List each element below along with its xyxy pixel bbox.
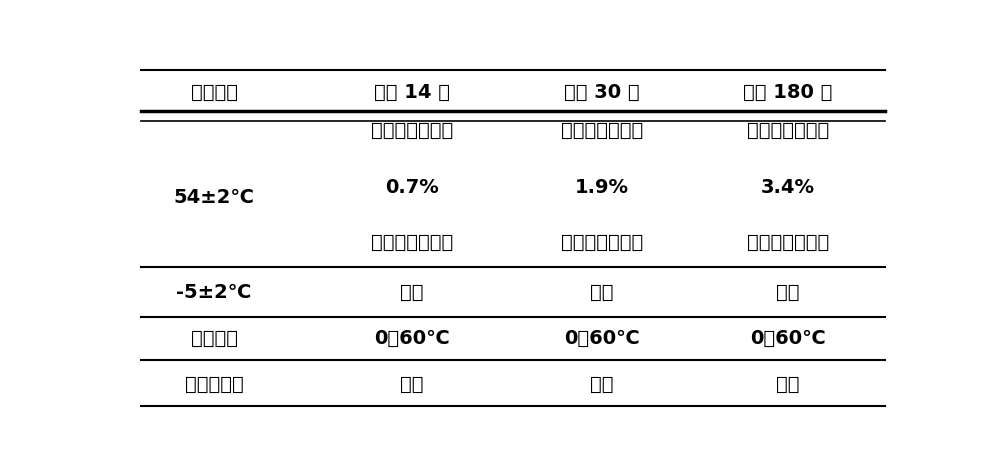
Text: 稀释稳定性: 稀释稳定性 bbox=[185, 375, 244, 394]
Text: 合格: 合格 bbox=[400, 375, 424, 394]
Text: 合格: 合格 bbox=[776, 282, 799, 302]
Text: 阿维菌素分解率: 阿维菌素分解率 bbox=[746, 121, 829, 140]
Text: 热贮稳定性合格: 热贮稳定性合格 bbox=[371, 233, 453, 252]
Text: 贮存 180 天: 贮存 180 天 bbox=[743, 83, 832, 102]
Text: 阿维菌素分解率: 阿维菌素分解率 bbox=[371, 121, 453, 140]
Text: 0.7%: 0.7% bbox=[385, 177, 439, 196]
Text: 0～60℃: 0～60℃ bbox=[374, 329, 450, 348]
Text: 贮存温度: 贮存温度 bbox=[191, 83, 238, 102]
Text: 透明温区: 透明温区 bbox=[191, 329, 238, 348]
Text: 1.9%: 1.9% bbox=[575, 177, 629, 196]
Text: 合格: 合格 bbox=[590, 282, 613, 302]
Text: 合格: 合格 bbox=[400, 282, 424, 302]
Text: 阿维菌素分解率: 阿维菌素分解率 bbox=[560, 121, 643, 140]
Text: 合格: 合格 bbox=[590, 375, 613, 394]
Text: 0～60℃: 0～60℃ bbox=[750, 329, 826, 348]
Text: 热贮稳定性合格: 热贮稳定性合格 bbox=[746, 233, 829, 252]
Text: 合格: 合格 bbox=[776, 375, 799, 394]
Text: 54±2℃: 54±2℃ bbox=[174, 188, 255, 207]
Text: 3.4%: 3.4% bbox=[761, 177, 815, 196]
Text: -5±2℃: -5±2℃ bbox=[176, 282, 252, 302]
Text: 贮存 14 天: 贮存 14 天 bbox=[374, 83, 450, 102]
Text: 0～60℃: 0～60℃ bbox=[564, 329, 640, 348]
Text: 热贮稳定性合格: 热贮稳定性合格 bbox=[560, 233, 643, 252]
Text: 贮存 30 天: 贮存 30 天 bbox=[564, 83, 639, 102]
